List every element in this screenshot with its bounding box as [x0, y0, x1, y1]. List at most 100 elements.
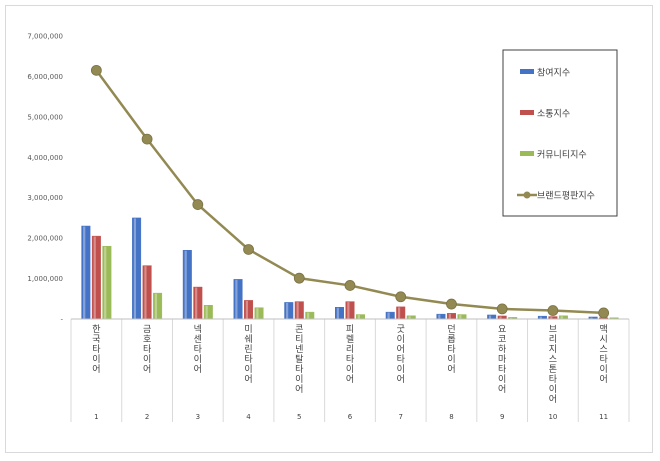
legend-swatch-참여지수 [520, 69, 534, 74]
legend-marker [523, 191, 531, 199]
point-브랜드평판지수-5 [293, 272, 305, 284]
bar-highlight [499, 316, 502, 319]
bar-highlight [235, 279, 238, 319]
bar-커뮤니티지수-5 [305, 311, 315, 320]
bar-highlight [307, 312, 310, 319]
bar-highlight [195, 287, 198, 319]
legend-swatch-소통지수 [520, 110, 534, 115]
y-tick-label: 2,000,000 [27, 235, 63, 243]
bar-highlight [488, 315, 492, 319]
bar-highlight [387, 312, 390, 319]
bar-highlight [144, 266, 147, 319]
bar-highlight [133, 218, 137, 319]
bar-커뮤니티지수-6 [356, 314, 365, 320]
legend-label: 커뮤니티지수 [537, 150, 587, 161]
bar-highlight [459, 315, 462, 319]
bar-highlight [104, 246, 107, 319]
bar-커뮤니티지수-4 [254, 307, 264, 320]
y-tick-label: - [60, 316, 63, 324]
legend-label: 브랜드평판지수 [537, 191, 595, 202]
y-tick-label: 1,000,000 [27, 275, 63, 283]
y-tick-label: 7,000,000 [27, 33, 63, 41]
bar-참여지수-6 [335, 307, 344, 320]
bar-highlight [286, 302, 289, 319]
point-브랜드평판지수-10 [547, 305, 559, 316]
bar-highlight [296, 302, 299, 319]
bar-highlight [184, 250, 187, 319]
bar-참여지수-7 [385, 311, 395, 320]
category-index: 8 [449, 413, 453, 421]
bar-highlight [93, 236, 96, 319]
y-tick-label: 4,000,000 [27, 154, 63, 162]
bar-highlight [397, 307, 401, 319]
category-index: 1 [94, 413, 98, 421]
bar-highlight [408, 316, 411, 319]
bar-highlight [550, 317, 553, 319]
bar-커뮤니티지수-8 [457, 314, 467, 320]
bar-소통지수-1 [91, 235, 101, 320]
bar-highlight [347, 302, 350, 319]
bar-highlight [560, 316, 563, 319]
point-브랜드평판지수-2 [141, 133, 153, 145]
point-브랜드평판지수-6 [344, 280, 356, 291]
point-브랜드평판지수-8 [446, 298, 457, 310]
point-브랜드평판지수-11 [598, 307, 610, 319]
y-tick-label: 3,000,000 [27, 194, 63, 202]
bar-참여지수-4 [233, 279, 243, 320]
bar-참여지수-2 [132, 217, 142, 320]
category-index: 2 [145, 413, 149, 421]
bar-highlight [539, 316, 542, 319]
bar-커뮤니티지수-1 [102, 245, 112, 320]
bar-참여지수-8 [436, 313, 446, 320]
bar-highlight [509, 317, 513, 319]
bar-참여지수-9 [487, 314, 497, 320]
category-index: 5 [297, 413, 301, 421]
y-tick-label: 6,000,000 [27, 73, 63, 81]
category-index: 10 [548, 413, 557, 421]
bar-highlight [245, 300, 248, 319]
category-index: 6 [348, 413, 353, 421]
category-index: 7 [398, 413, 402, 421]
bar-소통지수-7 [396, 306, 406, 320]
point-브랜드평판지수-7 [395, 291, 407, 303]
bar-highlight [336, 307, 339, 319]
point-브랜드평판지수-3 [192, 199, 204, 210]
bar-highlight [357, 315, 360, 319]
bar-소통지수-4 [244, 300, 254, 320]
legend-box [502, 49, 618, 217]
y-tick-label: 5,000,000 [27, 113, 63, 121]
category-index: 3 [196, 413, 200, 421]
bar-참여지수-3 [182, 250, 192, 320]
bar-소통지수-6 [345, 301, 355, 320]
category-index: 9 [500, 413, 504, 421]
bar-highlight [448, 313, 451, 319]
bar-highlight [590, 317, 593, 319]
bar-highlight [256, 308, 259, 319]
category-index: 11 [599, 413, 608, 421]
point-브랜드평판지수-1 [90, 64, 102, 76]
legend-swatch-커뮤니티지수 [520, 151, 534, 156]
bar-소통지수-8 [446, 313, 456, 320]
bar-소통지수-3 [193, 286, 203, 320]
legend-label: 소통지수 [537, 109, 570, 120]
bar-highlight [438, 314, 441, 319]
bar-highlight [205, 305, 208, 319]
legend-label: 참여지수 [537, 67, 570, 79]
bar-커뮤니티지수-2 [153, 292, 163, 320]
category-index: 4 [246, 413, 251, 421]
point-브랜드평판지수-9 [496, 303, 508, 315]
bar-highlight [154, 293, 158, 319]
point-브랜드평판지수-4 [243, 244, 254, 255]
